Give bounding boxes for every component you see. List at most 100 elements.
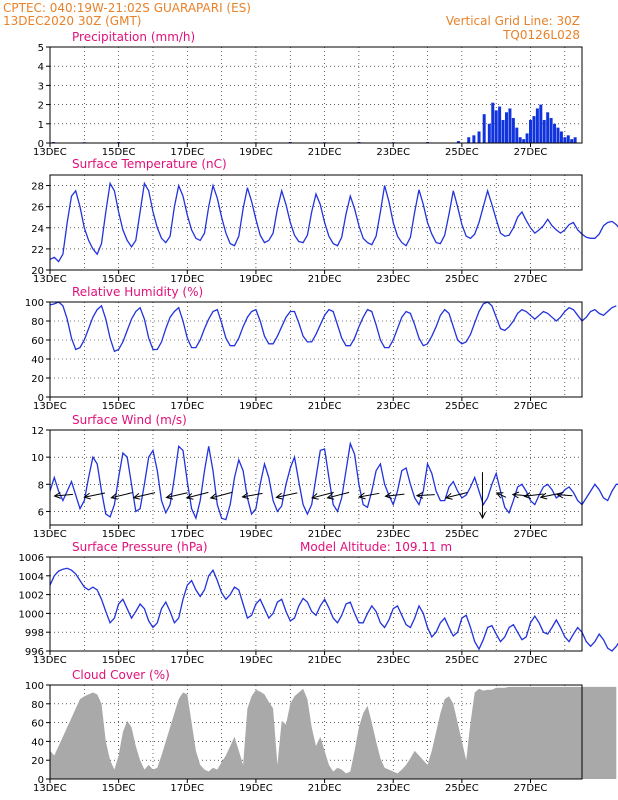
precip-bar	[515, 127, 519, 143]
wind-xtick-label: 13DEC	[33, 529, 67, 540]
precip-bar	[549, 118, 553, 143]
precip-bar	[522, 139, 526, 143]
temp-plot-border	[49, 174, 583, 271]
pressure-xtick-label: 17DEC	[170, 655, 204, 666]
wind-arrow-shaft	[359, 492, 380, 498]
pressure-panel: 996 998 1000 1002 1004 1006 13DEC 15DEC 17DEC 19D…	[19, 553, 618, 666]
wind-xtick-label: 25DEC	[445, 529, 479, 540]
cloud-cover-title: Cloud Cover (%)	[72, 668, 170, 682]
humidity-xtick-label: 21DEC	[308, 401, 342, 412]
precip-panel: 0 1 2 3 4 5 13DEC 15DEC 17DEC 19DEC 21DEC 23DEC 25DE…	[33, 43, 583, 158]
temp-ytick-label: 26	[31, 203, 44, 214]
temp-ytick-label: 20	[31, 266, 44, 277]
precip-xtick-label: 15DEC	[102, 147, 136, 158]
wind-arrow-head	[523, 492, 531, 499]
temp-ytick-label: 22	[31, 245, 44, 256]
pressure-xtick-label: 25DEC	[445, 655, 479, 666]
precip-bar	[525, 133, 529, 143]
cloud-plot-border	[49, 684, 583, 780]
precip-bar	[529, 119, 533, 143]
cloud-ytick-label: 20	[31, 756, 44, 767]
humidity-line-series	[49, 301, 617, 353]
wind-arrow-head	[110, 493, 119, 500]
humidity-plot-frame	[49, 301, 583, 398]
wind-ytick-label: 6	[38, 507, 44, 518]
precip-bar	[535, 108, 539, 143]
cloud-ytick-label: 0	[38, 775, 44, 786]
temp-line-series	[49, 181, 618, 263]
precip-bar	[518, 137, 522, 143]
wind-arrow-shaft	[557, 494, 573, 497]
header-location: CPTEC: 040:19W-21:02S GUARAPARI (ES)	[3, 1, 251, 15]
wind-arrow-shaft	[540, 492, 562, 498]
wind-arrow-head	[511, 491, 520, 499]
pressure-ytick-label: 1002	[19, 591, 44, 602]
wind-arrow-shaft	[186, 491, 209, 499]
precip-bar	[504, 112, 508, 143]
humidity-ytick-label: 40	[31, 355, 44, 366]
wind-arrow-shaft	[111, 492, 133, 499]
wind-arrow-shaft	[133, 492, 156, 499]
temp-xtick-label: 15DEC	[102, 274, 136, 285]
pressure-xtick-label: 19DEC	[239, 655, 273, 666]
humidity-xtick-label: 25DEC	[445, 401, 479, 412]
wind-arrow-shaft	[242, 492, 263, 498]
wind-ytick-label: 8	[38, 480, 44, 491]
wind-arrow-head	[444, 493, 453, 500]
wind-arrow-head	[326, 493, 335, 500]
wind-arrow-head	[53, 491, 61, 499]
pressure-title: Surface Pressure (hPa)	[72, 540, 208, 554]
cloud-xtick-label: 19DEC	[239, 783, 273, 794]
temp-xtick-label: 19DEC	[239, 274, 273, 285]
wind-plot-border	[49, 429, 583, 526]
precip-bar	[456, 141, 460, 143]
pressure-line-series	[49, 567, 618, 652]
precip-bar	[487, 123, 491, 143]
humidity-xtick-label: 27DEC	[514, 401, 548, 412]
temperature-title: Surface Temperature (nC)	[72, 157, 227, 171]
precip-bar	[494, 110, 498, 143]
precip-bar	[566, 135, 570, 143]
precip-ytick-label: 2	[38, 101, 44, 112]
humidity-ytick-label: 20	[31, 374, 44, 385]
pressure-ytick-label: 1004	[19, 572, 44, 583]
pressure-xtick-label: 15DEC	[102, 655, 136, 666]
pressure-xtick-label: 23DEC	[376, 655, 410, 666]
wind-ytick-label: 12	[31, 426, 44, 437]
cloud-xtick-label: 15DEC	[102, 783, 136, 794]
wind-xtick-label: 15DEC	[102, 529, 136, 540]
cloud-xtick-label: 25DEC	[445, 783, 479, 794]
precip-bar	[559, 131, 563, 143]
cloud-xtick-label: 13DEC	[33, 783, 67, 794]
wind-panel: 6 8 10 12 13DEC 15DEC 17DEC 19DEC 21DEC 23DEC 25DE…	[31, 426, 618, 540]
pressure-ytick-label: 1000	[19, 609, 44, 620]
temp-xtick-label: 27DEC	[514, 274, 548, 285]
wind-arrow-shaft	[166, 492, 188, 499]
wind-arrow-head	[556, 491, 564, 499]
cloud-panel: 0 20 40 60 80 100 13DEC 15DEC 17DEC 19DEC 21DEC 23D…	[25, 681, 617, 794]
cloud-area-series	[50, 686, 617, 779]
precip-bar	[542, 119, 546, 143]
precip-bar	[472, 135, 476, 143]
humidity-xtick-label: 17DEC	[170, 401, 204, 412]
pressure-ytick-label: 996	[25, 647, 44, 658]
precip-bar	[546, 112, 550, 143]
precip-ytick-label: 1	[38, 120, 44, 131]
pressure-plot-border	[49, 556, 583, 652]
wind-arrow-shaft	[276, 492, 298, 498]
humidity-ytick-label: 80	[31, 317, 44, 328]
precip-plot-border	[49, 46, 583, 144]
wind-arrow-head	[185, 493, 194, 500]
wind-xtick-label: 23DEC	[376, 529, 410, 540]
humidity-xtick-label: 13DEC	[33, 401, 67, 412]
temp-plot-frame	[49, 174, 583, 271]
precip-bar	[511, 118, 515, 143]
wind-arrow-head	[539, 492, 548, 500]
wind-arrow-shaft	[385, 493, 405, 497]
precip-bar	[573, 137, 577, 143]
precip-bar	[491, 102, 495, 143]
header-grid-note: Vertical Grid Line: 30Z	[446, 14, 580, 28]
precip-xtick-label: 17DEC	[170, 147, 204, 158]
cloud-ytick-label: 80	[31, 700, 44, 711]
